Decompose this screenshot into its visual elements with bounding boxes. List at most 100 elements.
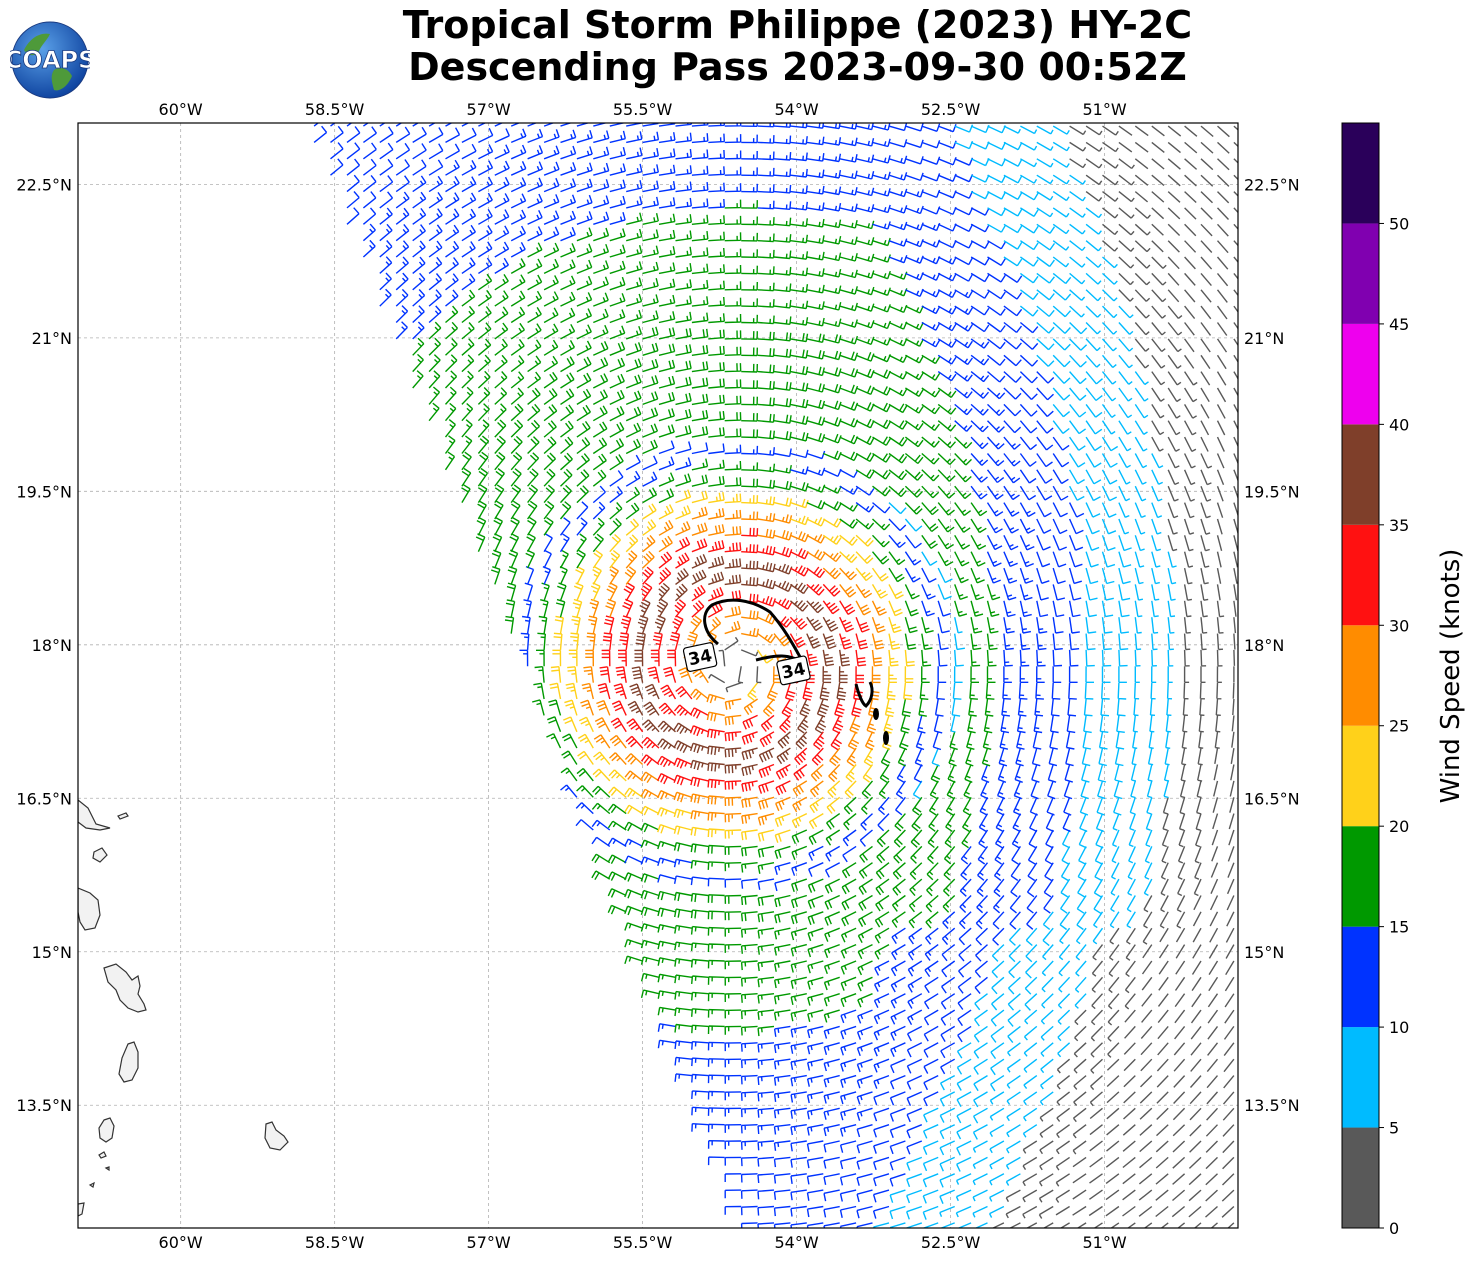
wind-barb (1206, 1058, 1219, 1073)
wind-barb (914, 747, 923, 767)
wind-barb (1239, 1223, 1251, 1234)
wind-barb (593, 341, 609, 356)
wind-barb (650, 649, 660, 667)
wind-barb (1200, 420, 1210, 436)
wind-barb (691, 506, 708, 520)
wind-barb (625, 735, 644, 749)
wind-barb (1042, 927, 1054, 947)
wind-barb (1242, 977, 1250, 991)
wind-barb (1025, 1222, 1038, 1228)
wind-barb (510, 387, 524, 405)
wind-barb (549, 682, 562, 700)
wind-barb (741, 396, 758, 406)
wind-barb (675, 279, 692, 291)
wind-barb (839, 649, 851, 667)
wind-barb (839, 1156, 857, 1170)
wind-barb (872, 402, 892, 413)
wind-barb (757, 1222, 775, 1228)
wind-barb (757, 282, 775, 292)
wind-barb (977, 845, 989, 865)
wind-barb (904, 617, 918, 634)
wind-barb (1213, 764, 1219, 781)
colorbar-tick-label: 0 (1389, 1219, 1399, 1238)
wind-barb (1036, 502, 1052, 518)
wind-barb (996, 796, 1005, 816)
wind-barb (824, 878, 841, 894)
wind-barb (724, 395, 742, 406)
wind-barb (904, 452, 924, 465)
wind-barb (912, 796, 923, 816)
wind-barb (1106, 1124, 1120, 1136)
wind-barb (774, 911, 791, 924)
wind-barb (873, 1009, 890, 1025)
wind-barb (1250, 126, 1262, 137)
wind-barb (445, 273, 459, 291)
wind-barb (1184, 322, 1195, 336)
wind-barb (1065, 747, 1074, 767)
wind-barb (615, 666, 627, 683)
wind-barb (1250, 372, 1258, 386)
wind-barb (1173, 1058, 1186, 1072)
wind-barb (905, 338, 924, 347)
lon-tick-label-top: 60°W (159, 100, 203, 119)
wind-barb (773, 464, 792, 474)
wind-barb (657, 720, 676, 733)
wind-barb (527, 436, 540, 455)
wind-barb (1107, 993, 1120, 1010)
wind-barb (724, 542, 742, 553)
wind-barb (1167, 600, 1176, 618)
wind-barb (1069, 453, 1086, 468)
wind-barb (923, 1074, 939, 1091)
wind-barb (924, 960, 939, 978)
wind-barb (1131, 747, 1137, 766)
wind-barb (824, 911, 840, 926)
wind-barb (553, 632, 563, 650)
wind-barb (741, 796, 758, 808)
wind-barb (477, 354, 491, 373)
wind-barb (897, 747, 907, 767)
wind-barb (1076, 1222, 1087, 1228)
wind-barb (1074, 1025, 1087, 1042)
wind-barb (707, 828, 725, 838)
wind-barb (675, 521, 691, 536)
wind-barb (642, 375, 659, 389)
wind-barb (1250, 503, 1255, 518)
wind-barb (592, 421, 608, 438)
wind-barb (560, 372, 575, 389)
colorbar-tick-label: 10 (1389, 1018, 1409, 1037)
wind-barb (1101, 485, 1118, 502)
wind-barb (1068, 584, 1082, 601)
wind-barb (576, 275, 593, 291)
colorbar-tick-label: 45 (1389, 315, 1409, 334)
wind-barb (1118, 551, 1132, 568)
wind-barb (1118, 354, 1133, 369)
wind-barb (707, 926, 725, 936)
wind-barb (1208, 944, 1219, 959)
wind-barb (1216, 289, 1228, 303)
wind-barb (1123, 1091, 1136, 1104)
wind-barb (1058, 944, 1071, 961)
wind-barb (412, 370, 424, 389)
wind-barb (741, 413, 758, 422)
wind-barb (1142, 944, 1153, 959)
wind-barb (1052, 485, 1069, 501)
wind-barb (1207, 1009, 1219, 1024)
wind-barb (954, 453, 972, 466)
wind-barb (642, 455, 658, 471)
wind-barb (773, 299, 792, 309)
wind-barb (773, 1140, 791, 1151)
wind-barb (909, 878, 923, 897)
wind-barb (1146, 797, 1153, 815)
wind-barb (773, 598, 793, 610)
wind-barb (607, 888, 627, 898)
wind-barb (1200, 338, 1211, 353)
island-small-5 (78, 1202, 85, 1217)
wind-barb (1222, 1124, 1235, 1137)
wind-barb (1024, 1009, 1038, 1025)
wind-barb (823, 1074, 840, 1088)
wind-barb (1011, 829, 1022, 849)
wind-barb (909, 862, 923, 880)
wind-barb (1233, 469, 1238, 483)
wind-barb (1090, 1075, 1103, 1091)
